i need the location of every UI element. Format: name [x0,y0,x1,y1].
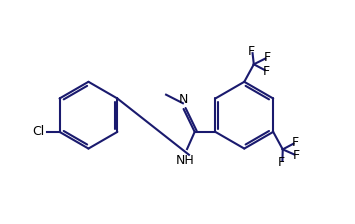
Text: F: F [264,51,271,64]
Text: F: F [248,45,255,58]
Text: N: N [179,93,188,106]
Text: NH: NH [176,153,195,166]
Text: F: F [293,149,300,162]
Text: F: F [263,65,270,78]
Text: Cl: Cl [32,125,45,138]
Text: F: F [292,136,299,149]
Text: F: F [278,156,285,169]
